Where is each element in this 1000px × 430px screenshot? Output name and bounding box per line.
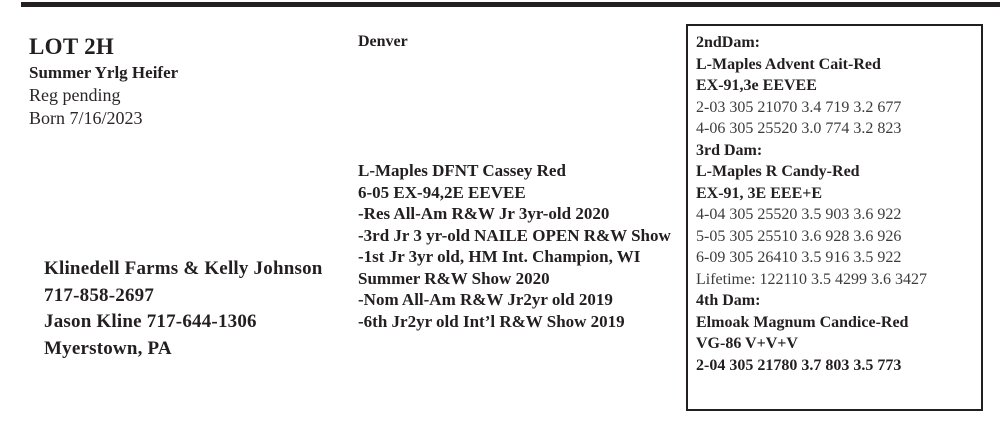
pedigree-cow-name: Elmoak Magnum Candice-Red [696,313,909,331]
dam-award-line: -3rd Jr 3 yr-old NAILE OPEN R&W Show [358,225,671,245]
sale-location: Denver [358,33,408,50]
pedigree-record-line: 4-06 305 25520 3.0 774 3.2 823 [696,120,902,137]
lot-number: LOT 2H [29,34,115,59]
dam-award-line: -Res All-Am R&W Jr 3yr-old 2020 [358,204,610,223]
lot-birth-date: Born 7/16/2023 [29,108,143,128]
consignor-phone: 717-858-2697 [44,284,155,306]
dam-award-line: -1st Jr 3yr old, HM Int. Champion, WI [358,247,641,266]
pedigree-record-line: 2-03 305 21070 3.4 719 3.2 677 [696,98,902,116]
pedigree-section-4th-dam: 4th Dam: Elmoak Magnum Candice-Red VG-86… [696,290,975,376]
dam-pedigree-block: L-Maples DFNT Cassey Red 6-05 EX-94,2E E… [358,160,678,332]
dam-name: L-Maples DFNT Cassey Red [358,161,566,180]
consignor-location: Myerstown, PA [44,337,172,359]
lot-reg-status: Reg pending [29,85,121,105]
consignor-block: Klinedell Farms & Kelly Johnson 717-858-… [44,256,323,362]
pedigree-cow-name: L-Maples R Candy-Red [696,163,860,180]
pedigree-section-3rd-dam: 3rd Dam: L-Maples R Candy-Red EX-91, 3E … [696,140,975,291]
pedigree-box: 2ndDam: L-Maples Advent Cait-Red EX-91,3… [686,24,983,411]
dam-score: 6-05 EX-94,2E EEVEE [358,182,526,202]
lot-type: Summer Yrlg Heifer [29,63,179,82]
dam-award-line: -6th Jr2yr old Int’l R&W Show 2019 [358,311,625,331]
top-rule [21,2,1000,7]
pedigree-record-line: 6-09 305 26410 3.5 916 3.5 922 [696,249,902,266]
pedigree-record-line: 4-04 305 25520 3.5 903 3.6 922 [696,206,902,223]
pedigree-section-label: 3rd Dam: [696,141,763,159]
dam-award-line: -Nom All-Am R&W Jr2yr old 2019 [358,290,613,309]
pedigree-section-label: 4th Dam: [696,292,761,309]
pedigree-section-2nd-dam: 2ndDam: L-Maples Advent Cait-Red EX-91,3… [696,32,975,140]
pedigree-record-line: Lifetime: 122110 3.5 4299 3.6 3427 [696,270,927,288]
pedigree-record-line: 2-04 305 21780 3.7 803 3.5 773 [696,356,902,374]
lot-header: LOT 2H Summer Yrlg Heifer Reg pending Bo… [29,33,178,130]
pedigree-cow-name: L-Maples Advent Cait-Red [696,55,881,73]
consignor-name: Klinedell Farms & Kelly Johnson [44,258,323,279]
consignor-contact: Jason Kline 717-644-1306 [44,311,257,332]
pedigree-cow-score: VG-86 V+V+V [696,335,798,352]
pedigree-cow-score: EX-91, 3E EEE+E [696,184,823,202]
pedigree-record-line: 5-05 305 25510 3.6 928 3.6 926 [696,227,902,245]
dam-award-line: Summer R&W Show 2020 [358,268,550,288]
pedigree-section-label: 2ndDam: [696,34,761,51]
pedigree-cow-score: EX-91,3e EEVEE [696,77,817,94]
